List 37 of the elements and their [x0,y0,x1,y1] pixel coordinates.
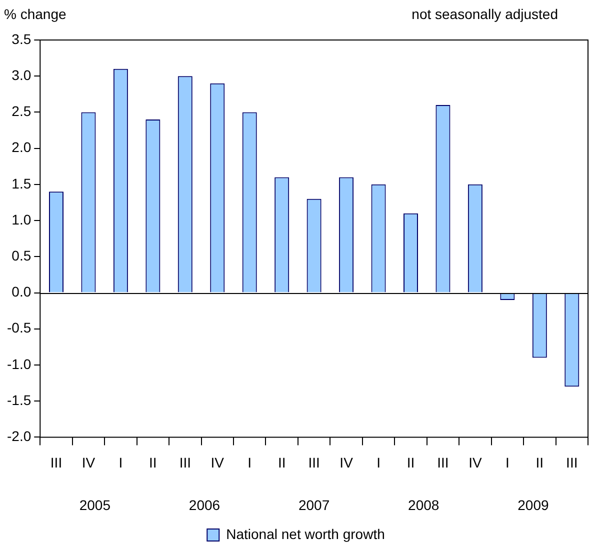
x-tick-label: III [437,454,449,470]
y-tick-label: 0.5 [12,248,32,264]
y-tick-label: 0.0 [12,284,32,300]
x-tick-label: I [118,454,123,470]
text: 2006 [188,497,220,514]
y-tick-label: 2.5 [12,103,32,120]
x-tick-label: I [248,454,252,470]
x-tick-label: II [149,454,157,470]
x-tick-label: III [179,454,191,470]
y-tick-label: -1.0 [7,356,32,372]
x-tick-label: II [278,454,286,470]
y-tick-label: -0.5 [7,320,32,336]
x-tick-label: III [566,454,578,470]
x-tick-label: IV [468,454,482,470]
text: 2008 [408,497,440,514]
x-tick-label: III [308,454,320,470]
y-tick-label: 3.5 [12,30,32,47]
x-tick-label: IV [340,454,354,470]
x-tick-label: I [505,454,510,470]
y-axis-title: % change [4,6,66,22]
text: 2009 [518,497,549,514]
y-tick-label: 3.0 [12,66,32,83]
y-tick-label: -2.0 [7,428,32,444]
x-tick-label: IV [210,454,225,470]
x-tick-label: II [536,454,544,470]
x-tick-label: II [406,454,415,470]
x-tick-label: III [50,454,62,470]
chart-subtitle: not seasonally adjusted [412,6,558,22]
x-tick-label: IV [82,454,96,470]
y-tick-label: -1.5 [7,392,32,408]
y-tick-label: 2.0 [12,139,32,156]
text: 2007 [298,497,330,514]
text: 2005 [79,497,111,514]
legend-label: National net worth growth [226,526,385,542]
x-tick-label: I [376,454,380,470]
y-tick-label: 1.0 [12,211,32,228]
y-tick-label: 1.5 [12,175,32,192]
